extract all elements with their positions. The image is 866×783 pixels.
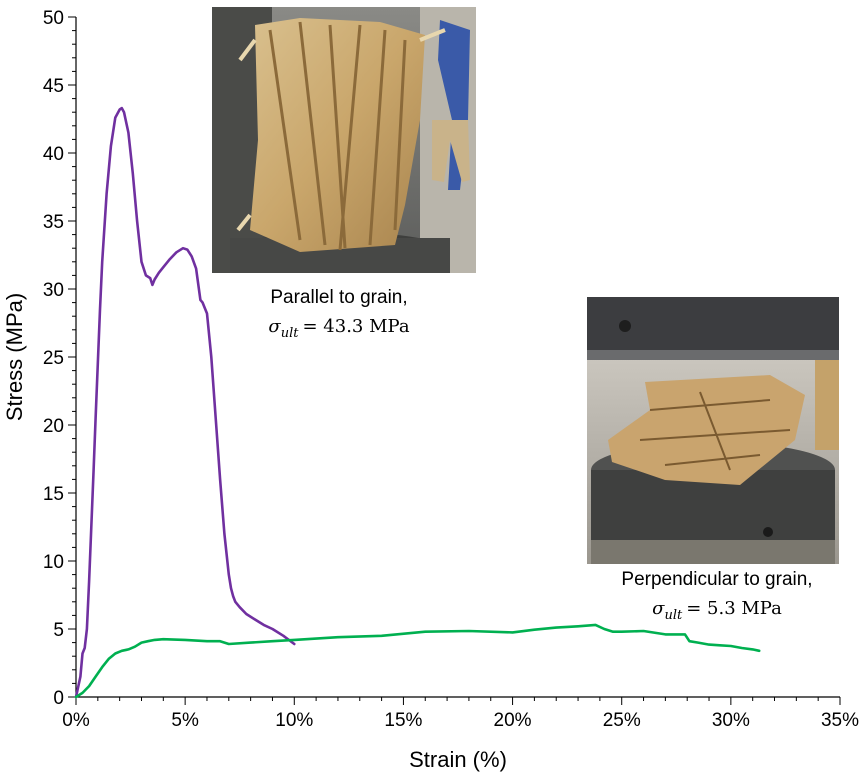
x-axis-title: Strain (%) <box>409 747 507 772</box>
x-tick-label: 10% <box>275 710 313 731</box>
x-axis-ticks: 0% 5% 10% 15% 20% 25% 30% 35% <box>62 697 859 731</box>
y-tick-label: 0 <box>53 688 64 709</box>
sigma-symbol: σ <box>268 316 281 337</box>
annotation-parallel-line1: Parallel to grain, <box>270 287 407 308</box>
series-layer <box>74 106 761 699</box>
y-tick-label: 5 <box>53 620 64 641</box>
x-tick-label: 20% <box>494 710 532 731</box>
annotation-parallel-value: = 43.3 MPa <box>302 316 409 337</box>
annotation-perpendicular-line2: σult = 5.3 MPa <box>652 598 782 623</box>
photo-parallel-specimen <box>212 7 476 273</box>
x-tick-label: 0% <box>62 710 90 731</box>
photo-perpendicular-specimen <box>587 297 839 564</box>
x-tick-label: 25% <box>603 710 641 731</box>
y-axis-title: Stress (MPa) <box>2 293 27 421</box>
y-tick-label: 20 <box>43 416 64 437</box>
series-line-parallel <box>74 106 296 699</box>
y-tick-label: 10 <box>43 552 64 573</box>
y-tick-label: 45 <box>43 76 64 97</box>
x-tick-label: 5% <box>171 710 199 731</box>
annotation-perpendicular-line1: Perpendicular to grain, <box>621 569 812 590</box>
x-tick-label: 15% <box>384 710 422 731</box>
y-tick-label: 15 <box>43 484 64 505</box>
y-tick-label: 30 <box>43 280 64 301</box>
x-tick-label: 30% <box>712 710 750 731</box>
x-tick-label: 35% <box>821 710 859 731</box>
annotation-parallel: Parallel to grain, σult = 43.3 MPa <box>268 287 409 341</box>
ult-subscript: ult <box>664 608 683 623</box>
y-tick-label: 25 <box>43 348 64 369</box>
annotation-parallel-line2: σult = 43.3 MPa <box>268 316 409 341</box>
y-tick-label: 35 <box>43 212 64 233</box>
sigma-symbol: σ <box>652 598 665 619</box>
series-line-perpendicular <box>74 623 761 699</box>
y-axis-ticks: 0 5 10 15 20 25 30 35 40 45 50 <box>43 8 76 709</box>
ult-subscript: ult <box>281 326 300 341</box>
annotation-perpendicular-value: = 5.3 MPa <box>686 598 782 619</box>
y-tick-label: 50 <box>43 8 64 29</box>
y-tick-label: 40 <box>43 144 64 165</box>
annotation-perpendicular: Perpendicular to grain, σult = 5.3 MPa <box>621 569 812 623</box>
